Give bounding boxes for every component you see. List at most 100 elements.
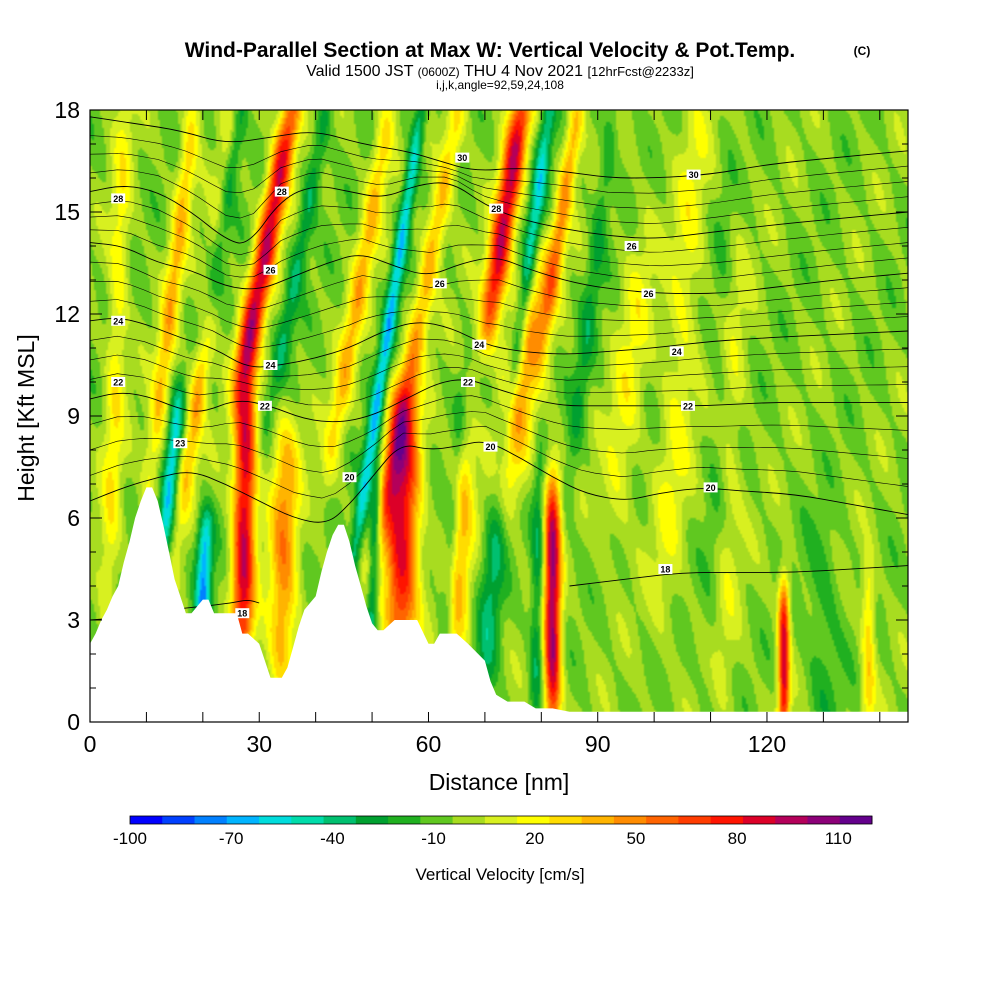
x-tick-label: 60 — [416, 731, 442, 757]
contour-label-bg — [489, 203, 504, 214]
contour-label: 26 — [643, 289, 653, 299]
theta-contour-minor — [90, 153, 908, 209]
colorbar-swatch — [807, 816, 841, 824]
colorbar-swatch — [517, 816, 550, 824]
chart-title: Wind-Parallel Section at Max W: Vertical… — [185, 39, 796, 62]
theta-contour-minor — [90, 169, 908, 224]
colorbar-swatch — [613, 816, 647, 824]
colorbar-swatch — [452, 816, 486, 824]
contour-label-bg — [658, 564, 673, 574]
valid-date: THU 4 Nov 2021 — [464, 63, 583, 80]
theta-contour-minor — [90, 200, 908, 256]
colorbar-swatch — [291, 816, 325, 824]
theta-contour-26 — [90, 242, 908, 295]
colorbar-swatch — [742, 816, 776, 824]
colorbar-swatch — [194, 816, 228, 824]
x-axis: 0 30 60 90 120 — [84, 110, 881, 757]
contour-label: 28 — [113, 194, 123, 204]
y-tick-label: 6 — [67, 505, 80, 531]
colorbar-title: Vertical Velocity [cm/s] — [415, 865, 584, 884]
contour-label: 22 — [683, 401, 693, 411]
contour-label: 24 — [672, 347, 682, 357]
colorbar-tick-label: -70 — [219, 829, 244, 848]
colorbar-swatch — [130, 816, 163, 824]
theta-contour-minor — [90, 335, 908, 377]
contour-label-bg — [641, 288, 656, 299]
y-axis-title: Height [Kft MSL] — [13, 334, 39, 501]
contour-label-bg — [111, 377, 126, 387]
contour-label-bg — [681, 400, 695, 411]
contour-label: 30 — [457, 153, 467, 163]
theta-contour-minor — [90, 353, 908, 391]
y-tick-label: 0 — [67, 709, 80, 735]
contour-label-bg — [263, 360, 278, 370]
theta-contour-28 — [90, 182, 908, 244]
contour-label: 26 — [265, 265, 275, 275]
colorbar-swatch — [484, 816, 518, 824]
contour-label-bg — [624, 241, 639, 251]
theta-contour-minor — [90, 261, 908, 310]
theta-contour-18 — [569, 565, 908, 587]
theta-contours — [90, 116, 908, 621]
contour-label-bg — [257, 400, 272, 411]
colorbar-swatch — [581, 816, 615, 824]
colorbar-tick-labels: -100 -70 -40 -10 20 50 80 110 — [113, 829, 852, 848]
contour-label-bg — [686, 169, 701, 180]
x-tick-label: 0 — [84, 731, 97, 757]
y-tick-label: 15 — [54, 199, 80, 225]
colorbar-swatch — [355, 816, 389, 824]
colorbar-tick-label: -40 — [320, 829, 345, 848]
contour-label: 26 — [435, 279, 445, 289]
colorbar-swatch — [388, 816, 421, 824]
valid-prefix: Valid 1500 JST — [306, 63, 414, 80]
colorbar-swatch — [323, 816, 357, 824]
theta-contour-minor — [90, 215, 908, 267]
contour-label-bg — [111, 193, 126, 204]
contour-label: 30 — [689, 170, 699, 180]
theta-contour-minor — [90, 411, 908, 473]
x-tick-label: 30 — [246, 731, 272, 757]
contour-label-bg — [111, 315, 126, 326]
theta-contour-minor — [90, 281, 908, 330]
theta-contour-minor — [90, 299, 908, 349]
contour-label: 24 — [265, 361, 275, 371]
y-axis: 0 3 6 9 12 15 18 — [54, 97, 908, 735]
colorbar-swatch — [710, 816, 744, 824]
colorbar-frame — [129, 815, 873, 825]
contour-label: 26 — [627, 242, 637, 252]
colorbar-tick-label: 50 — [626, 829, 645, 848]
colorbar-swatch — [678, 816, 712, 824]
contour-label: 22 — [260, 401, 270, 411]
theta-contour-minor — [90, 395, 908, 448]
contour-label: 20 — [344, 473, 354, 483]
contour-label: 18 — [237, 609, 247, 619]
contour-label-bg — [669, 346, 684, 357]
grid-indices: i,j,k,angle=92,59,24,108 — [436, 78, 564, 92]
x-tick-label: 90 — [585, 731, 611, 757]
contour-label: 20 — [485, 442, 495, 452]
valid-time-line: Valid 1500 JST (0600Z) THU 4 Nov 2021 [1… — [306, 63, 694, 80]
theta-contour-minor — [90, 229, 908, 280]
colorbar-swatch — [162, 816, 196, 824]
theta-contour-minor — [90, 135, 908, 194]
colorbar-tick-label: -100 — [113, 829, 147, 848]
colorbar-tick-label: 110 — [825, 829, 852, 848]
contour-labels: 28 28 30 30 28 26 26 26 26 24 24 24 24 22 22 22 22 23 20 20… — [111, 152, 718, 619]
contour-label-bg — [263, 264, 278, 275]
colorbar-tick-label: -10 — [421, 829, 446, 848]
terrain-mask — [90, 487, 908, 722]
y-tick-label: 9 — [67, 403, 80, 429]
contour-label-bg — [274, 186, 289, 197]
colorbar-swatch — [646, 816, 679, 824]
contour-label: 24 — [113, 316, 123, 326]
contour-label: 18 — [660, 565, 670, 575]
colorbar-tick-label: 80 — [728, 829, 747, 848]
theta-contour-minor — [90, 425, 908, 499]
contour-label-bg — [173, 438, 188, 449]
contour-label: 22 — [463, 378, 473, 388]
y-tick-label: 18 — [54, 97, 80, 123]
colorbar-tick-label: 20 — [525, 829, 544, 848]
colorbar-swatch — [839, 816, 873, 824]
forecast-info: [12hrFcst@2233z] — [587, 64, 693, 79]
